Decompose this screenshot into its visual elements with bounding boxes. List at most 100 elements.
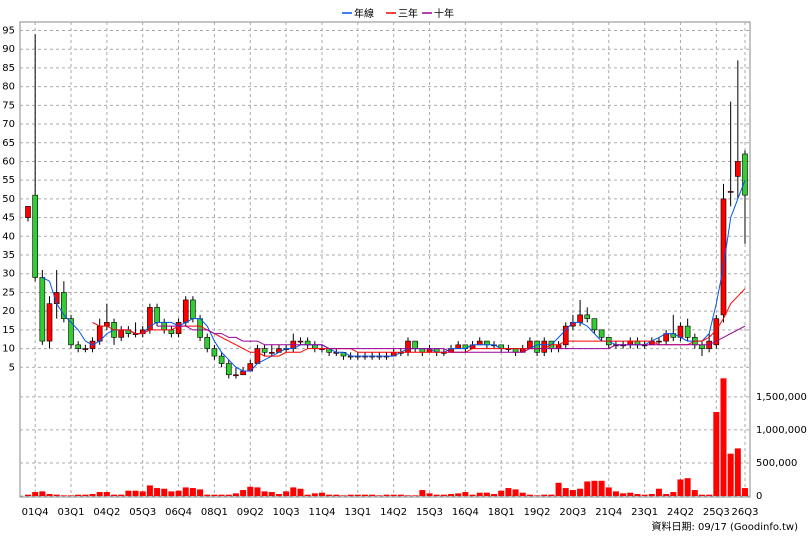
x-tick-label: 25Q3	[703, 507, 730, 518]
volume-bar	[476, 492, 483, 496]
volume-bar	[670, 492, 677, 496]
candle-body	[555, 344, 562, 349]
volume-bar	[426, 493, 433, 496]
volume-bar	[591, 480, 598, 496]
volume-bar	[175, 490, 182, 496]
candle-body	[591, 318, 598, 331]
volume-bar	[254, 487, 261, 496]
x-tick-label: 24Q2	[667, 507, 694, 518]
candle-body	[735, 161, 741, 177]
volume-bar	[218, 494, 225, 496]
volume-bar	[627, 492, 634, 496]
x-tick-label: 11Q4	[308, 507, 335, 518]
volume-bar	[189, 488, 196, 496]
candle-body	[254, 348, 261, 364]
volume-bar	[641, 494, 648, 496]
volume-bar	[326, 494, 333, 496]
candle-body	[268, 352, 275, 354]
candle-body	[627, 340, 634, 346]
volume-bar	[412, 495, 419, 496]
volume-bar	[361, 494, 368, 496]
volume-bar	[505, 488, 512, 496]
candle-body	[311, 344, 318, 349]
candle-body	[476, 340, 483, 346]
candle-body	[455, 344, 462, 349]
volume-bar	[491, 494, 498, 496]
x-tick-label: 21Q4	[595, 507, 622, 518]
candle-body	[211, 348, 218, 357]
y-tick-label: 60	[2, 156, 15, 167]
plot-frame	[19, 21, 751, 498]
volume-bar	[390, 494, 397, 496]
volume-bar	[96, 492, 103, 496]
candle-body	[168, 329, 175, 334]
volume-bar	[82, 494, 89, 496]
candle-body	[68, 318, 74, 346]
volume-bar	[204, 494, 211, 496]
candle-body	[233, 374, 239, 377]
volume-bar	[534, 495, 541, 496]
volume-bar	[261, 491, 268, 496]
y-tick-label: 40	[2, 231, 15, 242]
y-tick-label: 15	[2, 325, 15, 336]
volume-bar	[605, 487, 612, 496]
candle-body	[304, 340, 311, 346]
candle-body	[562, 325, 569, 346]
candle-body	[225, 363, 232, 376]
volume-bar	[469, 494, 476, 496]
candle-body	[742, 153, 748, 196]
volume-bar	[698, 494, 705, 496]
volume-bar	[526, 494, 533, 496]
volume-bar	[648, 494, 655, 496]
candle-body	[419, 348, 426, 353]
y-tick-label: 50	[2, 194, 15, 205]
candle-body	[32, 194, 38, 278]
volume-bar	[25, 494, 31, 496]
volume-bar	[713, 412, 720, 496]
volume-bar	[304, 494, 311, 496]
y-tick-label: 55	[2, 175, 15, 186]
y-tick-label: 95	[2, 25, 15, 36]
candle-body	[46, 303, 53, 342]
candle-body	[656, 340, 662, 343]
candle-body	[634, 340, 641, 346]
volume-bar	[297, 488, 304, 496]
volume-bar	[684, 478, 691, 496]
x-tick-label: 08Q1	[201, 507, 228, 518]
y-tick-label: 70	[2, 119, 15, 130]
volume-bar	[577, 488, 584, 496]
volume-bar	[742, 488, 748, 496]
x-tick-label: 04Q2	[93, 507, 120, 518]
volume-bar	[376, 495, 383, 496]
volume-bar	[691, 490, 698, 496]
volume-bar	[720, 378, 727, 496]
candle-body	[534, 340, 540, 353]
candle-body	[412, 340, 418, 349]
volume-bar	[240, 490, 247, 496]
y2-tick-label: 1,500,000	[756, 392, 807, 403]
volume-bar	[46, 494, 53, 496]
volume-bar	[132, 490, 139, 496]
volume-bar	[60, 495, 67, 496]
volume-bar	[562, 488, 569, 496]
x-tick-label: 14Q2	[380, 507, 407, 518]
x-tick-label: 19Q2	[524, 507, 551, 518]
y-tick-label: 30	[2, 269, 15, 280]
candle-body	[720, 198, 727, 316]
x-tick-label: 26Q3	[732, 507, 759, 518]
x-tick-label: 03Q1	[58, 507, 85, 518]
volume-bar	[663, 494, 670, 496]
volume-bar	[75, 494, 82, 496]
volume-bar	[103, 492, 110, 496]
y2-tick-label: 500,000	[756, 458, 797, 469]
candle-body	[484, 340, 490, 346]
volume-bar	[462, 492, 469, 496]
candle-body	[25, 206, 31, 218]
candle-body	[677, 325, 684, 338]
candle-body	[297, 340, 304, 343]
volume-bar	[448, 494, 455, 496]
volume-bar	[68, 495, 75, 496]
volume-bar	[211, 494, 218, 496]
candle-body	[154, 307, 160, 323]
